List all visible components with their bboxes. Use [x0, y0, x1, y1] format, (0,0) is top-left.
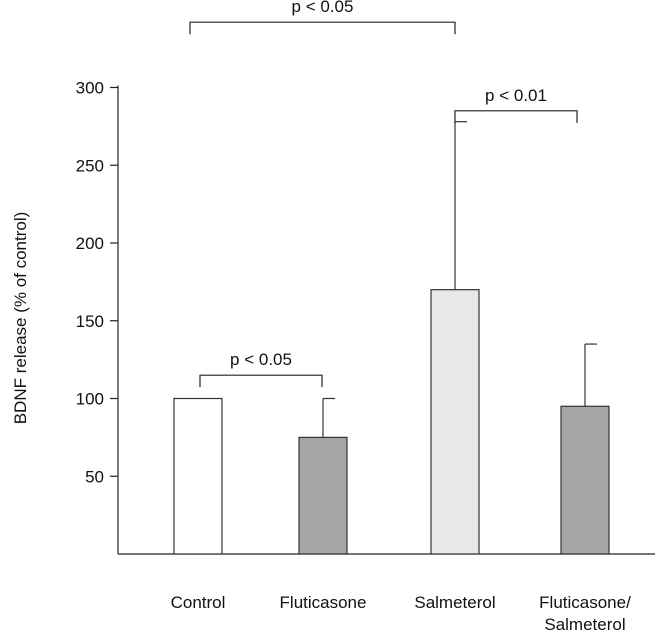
category-labels: Control Fluticasone Salmeterol Fluticasone/…: [171, 593, 632, 634]
significance-label: p < 0.01: [485, 86, 547, 105]
category-label: Fluticasone: [280, 593, 367, 612]
bar: [173, 397, 223, 555]
y-tick-label: 150: [76, 312, 104, 331]
significance-annotations: p < 0.05 p < 0.01 p < 0.05: [189, 0, 578, 388]
error-bars: [322, 121, 597, 438]
y-axis-label: BDNF release (% of control): [11, 212, 30, 425]
y-tick-label: 50: [85, 467, 104, 486]
significance-bracket: [199, 374, 323, 388]
bar: [430, 289, 480, 555]
significance-bracket: [189, 21, 456, 35]
y-tick-label: 250: [76, 156, 104, 175]
y-ticks: 50 100 150 200 250 300: [76, 79, 118, 486]
bars: [173, 289, 610, 555]
y-tick-label: 200: [76, 234, 104, 253]
category-label: Salmeterol: [544, 615, 625, 634]
y-axis-label-group: BDNF release (% of control): [11, 212, 30, 425]
category-label: Control: [171, 593, 226, 612]
category-label: Fluticasone/: [539, 593, 631, 612]
y-tick-label: 100: [76, 390, 104, 409]
significance-label: p < 0.05: [230, 350, 292, 369]
category-label: Salmeterol: [414, 593, 495, 612]
y-tick-label: 300: [76, 79, 104, 98]
bar: [560, 405, 610, 555]
bar: [298, 436, 348, 555]
significance-label: p < 0.05: [292, 0, 354, 16]
significance-bracket: [454, 110, 578, 123]
